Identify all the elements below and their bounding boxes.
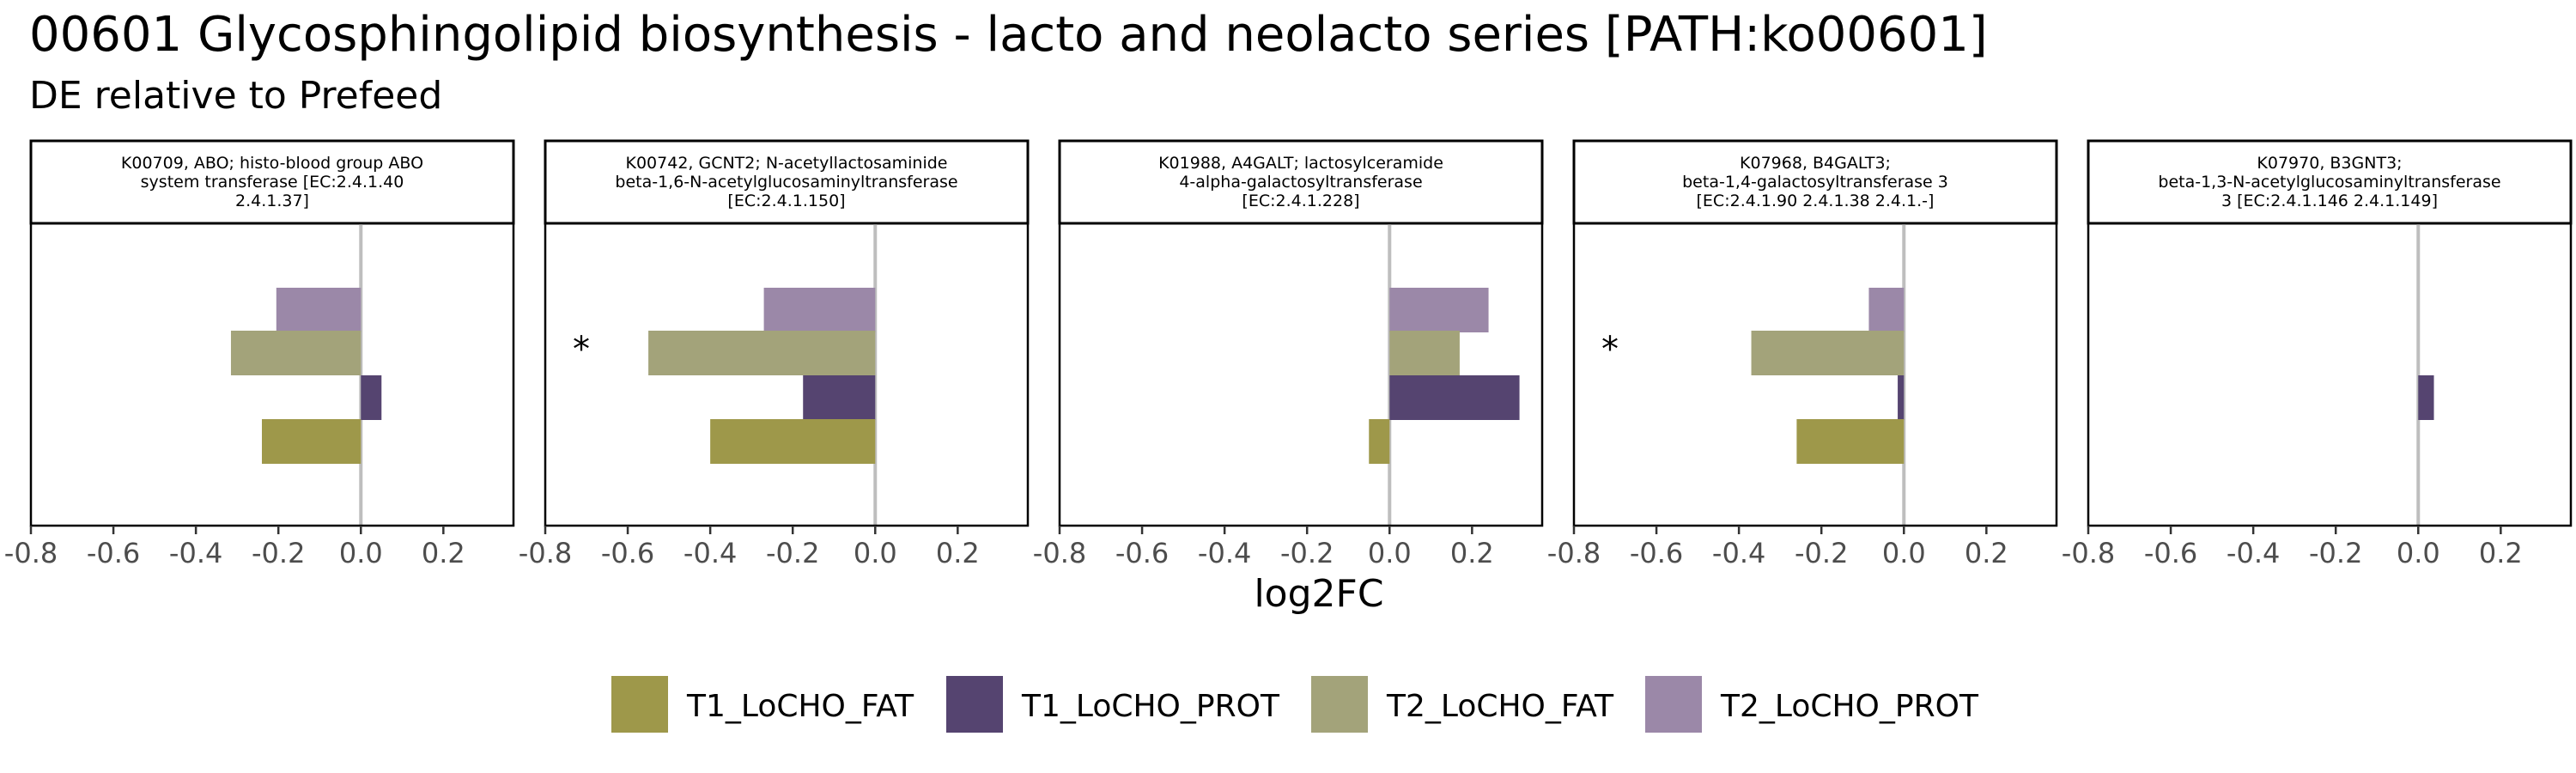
bar-3-T2_LoCHO_FAT [1389,331,1460,375]
panel-strip-label-1-line-3: 2.4.1.37] [235,192,309,210]
x-tick-label-5-5: 0.0 [2397,537,2440,569]
x-tick-label-2-1: -0.8 [519,537,572,569]
chart-subtitle: DE relative to Prefeed [29,74,443,118]
x-tick-label-1-2: -0.6 [87,537,140,569]
x-tick-label-4-3: -0.4 [1712,537,1765,569]
x-axis-label: log2FC [1254,572,1383,616]
panel-strip-5 [2087,139,2573,225]
legend-label-T1_LoCHO_PROT: T1_LoCHO_PROT [1021,689,1280,724]
significance-marker-2: * [573,330,590,369]
x-tick-label-3-1: -0.8 [1033,537,1086,569]
x-tick-label-3-4: -0.2 [1280,537,1334,569]
x-tick-label-4-5: 0.0 [1882,537,1926,569]
panel-border-4 [1572,222,2058,527]
panel-strip-label-2-line-1: K00742, GCNT2; N-acetyllactosaminide [626,154,948,173]
legend-swatch-T2_LoCHO_PROT [1645,676,1702,733]
bar-3-T1_LoCHO_FAT [1369,419,1390,464]
x-tick-label-4-1: -0.8 [1547,537,1601,569]
x-tick-label-3-3: -0.4 [1198,537,1251,569]
x-tick-label-4-2: -0.6 [1630,537,1683,569]
legend-swatch-T1_LoCHO_FAT [611,676,668,733]
panel-border-5 [2087,222,2573,527]
bar-2-T1_LoCHO_FAT [710,419,876,464]
panel-strip-label-5-line-1: K07970, B3GNT3; [2257,154,2402,173]
panel-strip-label-2-line-3: [EC:2.4.1.150] [727,192,845,210]
panel-border-2 [544,222,1030,527]
legend-label-T2_LoCHO_FAT: T2_LoCHO_FAT [1386,689,1614,724]
x-tick-label-2-6: 0.2 [936,537,980,569]
panel-strip-label-1-line-2: system transferase [EC:2.4.1.40 [141,173,404,192]
bar-3-T2_LoCHO_PROT [1389,288,1489,332]
x-tick-label-1-3: -0.4 [169,537,222,569]
significance-marker-4: * [1601,330,1619,369]
panel-strip-label-3-line-3: [EC:2.4.1.228] [1242,192,1359,210]
bar-1-T1_LoCHO_FAT [261,419,361,464]
x-tick-label-5-4: -0.2 [2309,537,2362,569]
panel-strip-label-4-line-1: K07968, B4GALT3; [1740,154,1891,173]
bar-2-T1_LoCHO_PROT [803,375,876,420]
x-tick-label-1-6: 0.2 [422,537,465,569]
legend-swatch-T2_LoCHO_FAT [1311,676,1368,733]
x-tick-label-3-5: 0.0 [1368,537,1412,569]
x-tick-label-5-6: 0.2 [2479,537,2523,569]
bar-4-T1_LoCHO_FAT [1796,419,1905,464]
legend-label-T1_LoCHO_FAT: T1_LoCHO_FAT [686,689,914,724]
bar-2-T2_LoCHO_FAT [648,331,876,375]
bar-1-T1_LoCHO_PROT [361,375,382,420]
panel-strip-label-2-line-2: beta-1,6-N-acetylglucosaminyltransferase [615,173,957,192]
panel-strip-label-3-line-2: 4-alpha-galactosyltransferase [1179,173,1422,192]
x-tick-label-5-3: -0.4 [2227,537,2280,569]
panel-strip-label-5-line-3: 3 [EC:2.4.1.146 2.4.1.149] [2221,192,2438,210]
panel-strip-label-4-line-3: [EC:2.4.1.90 2.4.1.38 2.4.1.-] [1697,192,1935,210]
x-tick-label-2-2: -0.6 [601,537,654,569]
panel-strip-label-1-line-1: K00709, ABO; histo-blood group ABO [121,154,423,173]
panel-strip-label-3-line-1: K01988, A4GALT; lactosylceramide [1158,154,1443,173]
panel-strip-label-5-line-2: beta-1,3-N-acetylglucosaminyltransferase [2158,173,2500,192]
legend-swatch-T1_LoCHO_PROT [946,676,1003,733]
x-tick-label-2-5: 0.0 [854,537,897,569]
panel-strip-label-4-line-2: beta-1,4-galactosyltransferase 3 [1682,173,1948,192]
x-tick-label-4-6: 0.2 [1965,537,2008,569]
x-tick-label-1-4: -0.2 [252,537,305,569]
bar-1-T2_LoCHO_PROT [276,288,361,332]
x-tick-label-1-5: 0.0 [339,537,383,569]
panel-border-3 [1058,222,1544,527]
bar-4-T2_LoCHO_PROT [1868,288,1905,332]
chart-title: 00601 Glycosphingolipid biosynthesis - l… [29,7,1988,63]
panel-strip-3 [1058,139,1544,225]
x-tick-label-5-1: -0.8 [2062,537,2115,569]
x-tick-label-5-2: -0.6 [2144,537,2197,569]
x-tick-label-4-4: -0.2 [1795,537,1848,569]
panel-border-1 [29,222,515,527]
legend-label-T2_LoCHO_PROT: T2_LoCHO_PROT [1720,689,1979,724]
x-tick-label-2-3: -0.4 [683,537,737,569]
bar-4-T1_LoCHO_PROT [1898,375,1905,420]
bar-5-T1_LoCHO_PROT [2418,375,2434,420]
x-tick-label-3-6: 0.2 [1450,537,1494,569]
bar-1-T2_LoCHO_FAT [230,331,361,375]
x-tick-label-3-2: -0.6 [1115,537,1169,569]
x-tick-label-1-1: -0.8 [4,537,58,569]
bar-2-T2_LoCHO_PROT [763,288,876,332]
x-tick-label-2-4: -0.2 [766,537,819,569]
bar-3-T1_LoCHO_PROT [1389,375,1520,420]
bar-4-T2_LoCHO_FAT [1751,331,1905,375]
